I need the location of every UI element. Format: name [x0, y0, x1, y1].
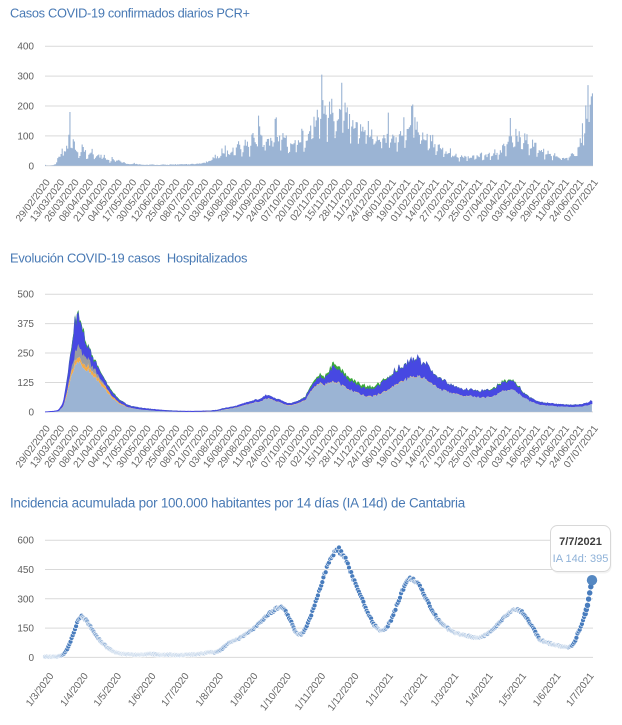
svg-text:250: 250: [17, 349, 34, 360]
svg-text:0: 0: [28, 653, 34, 664]
svg-text:400: 400: [17, 42, 34, 53]
svg-text:375: 375: [17, 319, 34, 330]
svg-text:150: 150: [17, 624, 34, 635]
svg-text:200: 200: [17, 102, 34, 113]
svg-text:0: 0: [28, 161, 34, 172]
svg-text:IA 14d: 395: IA 14d: 395: [553, 553, 609, 565]
svg-text:450: 450: [17, 565, 34, 576]
svg-text:0: 0: [28, 407, 34, 418]
svg-text:500: 500: [17, 290, 34, 301]
svg-text:Casos COVID-19 confirmados dia: Casos COVID-19 confirmados diarios PCR+: [10, 6, 250, 21]
svg-text:100: 100: [17, 131, 34, 142]
svg-text:Evolución COVID-19 casos Hosp: Evolución COVID-19 casos Hospitalizados: [10, 251, 247, 266]
svg-text:Incidencia acumulada por 100.0: Incidencia acumulada por 100.000 habitan…: [10, 496, 466, 511]
svg-text:125: 125: [17, 378, 34, 389]
svg-text:300: 300: [17, 72, 34, 83]
svg-text:7/7/2021: 7/7/2021: [559, 536, 602, 548]
svg-text:300: 300: [17, 594, 34, 605]
svg-text:600: 600: [17, 536, 34, 547]
